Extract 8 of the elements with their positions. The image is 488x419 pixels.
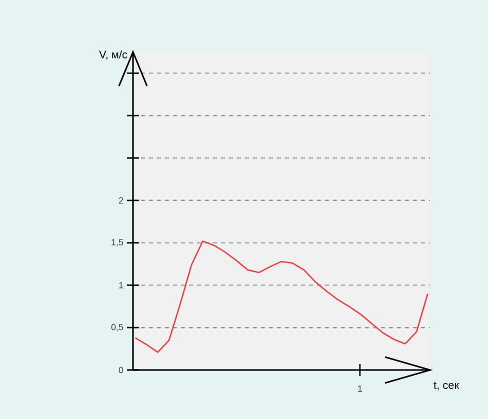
y-tick-label: 1,5 bbox=[112, 239, 124, 246]
x-axis-title: t, сек bbox=[434, 382, 460, 390]
y-tick-label: 0 bbox=[118, 366, 124, 374]
y-axis-title: V, м/с bbox=[99, 50, 128, 60]
y-tick-label: 0,5 bbox=[111, 324, 124, 332]
y-tick-label: 2 bbox=[118, 197, 124, 204]
y-tick-label: 1 bbox=[119, 282, 124, 288]
text: 1 bbox=[358, 386, 362, 392]
